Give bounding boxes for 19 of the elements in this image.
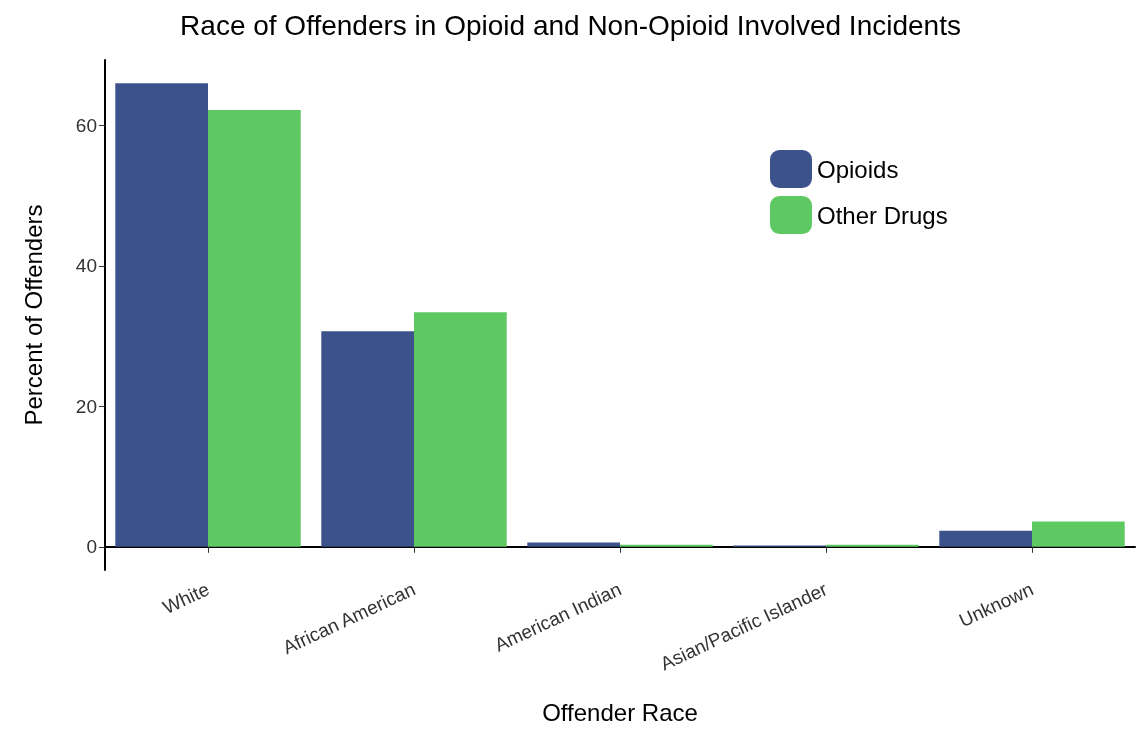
legend-label: Other Drugs: [817, 201, 948, 229]
legend-label: Opioids: [817, 155, 899, 183]
x-tick-label: White: [159, 578, 213, 619]
bar: [115, 83, 208, 547]
bar: [208, 109, 301, 547]
x-axis-title: Offender Race: [542, 698, 698, 726]
y-axis-title: Percent of Offenders: [19, 204, 47, 426]
bar: [1032, 521, 1125, 547]
bar: [826, 544, 919, 547]
bar: [321, 331, 414, 547]
y-tick-label: 20: [75, 395, 97, 417]
y-tick-label: 40: [75, 255, 97, 277]
chart-title: Race of Offenders in Opioid and Non-Opioid Involved Incidents: [180, 9, 961, 41]
bar: [620, 544, 713, 547]
y-tick-label: 60: [75, 114, 97, 136]
bar: [939, 530, 1032, 547]
bar: [414, 312, 507, 547]
bar: [527, 542, 620, 547]
y-tick-label: 0: [86, 536, 97, 558]
